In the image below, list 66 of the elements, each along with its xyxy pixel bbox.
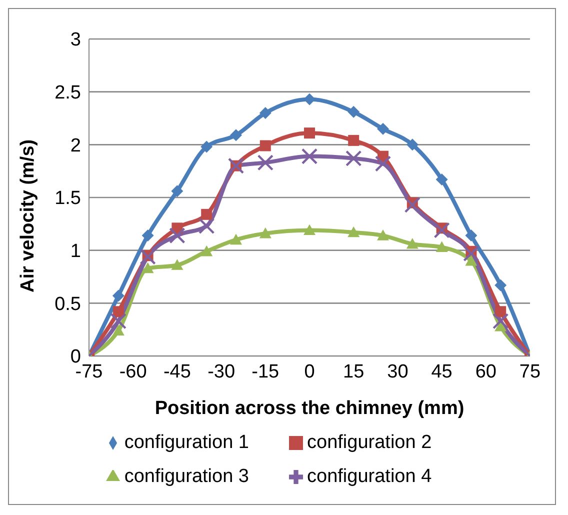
point: [201, 208, 212, 220]
point: [377, 122, 389, 135]
x-tick-label: 0: [304, 361, 315, 382]
x-tick-label: -45: [163, 361, 191, 382]
point: [112, 306, 124, 318]
point: [198, 218, 215, 234]
y-tick-label: 1.5: [54, 188, 81, 210]
point: [492, 313, 509, 330]
point: [436, 241, 448, 252]
x-tick-label: -30: [208, 361, 236, 382]
point: [374, 156, 392, 172]
point: [406, 238, 418, 249]
x-tick-label: 60: [475, 361, 496, 382]
y-tick-label: 2: [70, 135, 81, 156]
point: [230, 129, 242, 142]
y-tick-label: 3: [70, 30, 81, 51]
point: [110, 313, 126, 330]
point: [169, 227, 186, 244]
point: [304, 93, 316, 106]
point: [494, 279, 507, 292]
point: [348, 134, 360, 146]
legend-label: configuration 2: [307, 432, 432, 453]
point: [434, 222, 450, 238]
point: [112, 324, 124, 336]
point: [404, 196, 420, 213]
point: [171, 259, 184, 270]
point: [112, 290, 124, 302]
point: [304, 128, 315, 139]
x-tick-label: 45: [431, 361, 452, 382]
point: [200, 140, 213, 153]
x-axis-title: Position across the chimney (mm): [154, 398, 464, 419]
point: [463, 245, 480, 262]
legend-label: configuration 4: [307, 466, 432, 487]
point: [304, 224, 316, 236]
point: [436, 174, 448, 186]
point: [259, 106, 272, 119]
point: [142, 230, 154, 242]
point: [348, 226, 360, 238]
x-tick-label: 15: [343, 361, 364, 382]
y-axis-title: Air velocity (m/s): [18, 139, 39, 292]
point: [301, 148, 318, 164]
legend-label: configuration 3: [124, 466, 249, 487]
x-tick-label: 75: [519, 361, 541, 382]
legend-label: configuration 1: [124, 432, 249, 453]
y-tick-label: 0: [70, 346, 81, 368]
point: [348, 106, 360, 118]
point: [259, 227, 272, 238]
point: [377, 230, 389, 240]
y-tick-label: 1: [70, 241, 81, 262]
y-tick-label: 0.5: [54, 294, 81, 315]
point: [465, 254, 478, 266]
point: [171, 185, 184, 198]
point: [257, 154, 274, 171]
point: [200, 245, 213, 256]
x-tick-label: -60: [119, 361, 147, 382]
point: [346, 150, 362, 167]
point: [406, 138, 418, 151]
point: [230, 234, 242, 245]
point: [260, 140, 271, 152]
point: [140, 248, 156, 265]
point: [495, 306, 506, 318]
point: [228, 158, 244, 174]
y-tick-label: 2.5: [54, 82, 81, 104]
point: [465, 230, 478, 242]
x-tick-label: -15: [252, 361, 280, 382]
x-tick-label: 30: [387, 361, 408, 382]
